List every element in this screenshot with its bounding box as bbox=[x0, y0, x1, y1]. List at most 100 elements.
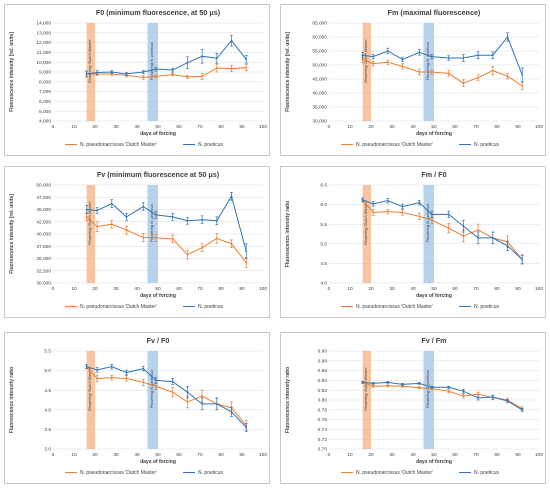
data-point bbox=[171, 69, 174, 71]
data-point bbox=[171, 391, 174, 394]
y-tick-label: 5.0 bbox=[320, 241, 327, 247]
series-line bbox=[362, 381, 523, 411]
flowering-band-label: Flowering 'Dutch Master' bbox=[363, 201, 368, 245]
x-tick-label: 10 bbox=[71, 124, 77, 130]
data-point bbox=[477, 237, 479, 239]
data-point bbox=[201, 403, 204, 405]
data-point bbox=[125, 229, 128, 231]
y-tick-label: 35,000 bbox=[36, 256, 51, 262]
y-tick-label: 37,500 bbox=[36, 244, 51, 250]
x-tick-label: 10 bbox=[347, 286, 353, 292]
data-point bbox=[85, 215, 88, 218]
flowering-band-label: Flowering 'Dutch Master' bbox=[87, 201, 92, 245]
y-tick-label: 5.5 bbox=[44, 349, 51, 355]
y-tick-label: 6.5 bbox=[320, 183, 327, 189]
x-axis-label: days of forcing bbox=[140, 459, 176, 465]
x-tick-label: 50 bbox=[431, 286, 437, 292]
y-tick-label: 8,000 bbox=[39, 79, 51, 85]
data-point bbox=[521, 73, 524, 76]
data-point bbox=[418, 51, 421, 54]
data-point bbox=[418, 386, 421, 389]
x-tick-label: 40 bbox=[410, 124, 416, 130]
x-tick-label: 40 bbox=[410, 452, 416, 458]
data-point bbox=[125, 371, 128, 374]
y-tick-label: 5.5 bbox=[320, 222, 327, 228]
x-tick-label: 60 bbox=[176, 452, 182, 458]
x-tick-label: 100 bbox=[259, 286, 267, 292]
y-tick-label: 11,000 bbox=[37, 50, 52, 56]
data-point bbox=[155, 385, 157, 388]
x-tick-label: 60 bbox=[452, 286, 458, 292]
x-tick-label: 50 bbox=[431, 124, 437, 130]
data-point bbox=[401, 58, 404, 61]
x-tick-label: 100 bbox=[259, 124, 267, 130]
y-tick-label: 3.5 bbox=[44, 427, 51, 433]
x-tick-label: 40 bbox=[410, 286, 416, 292]
data-point bbox=[186, 219, 189, 222]
x-tick-label: 70 bbox=[473, 452, 479, 458]
data-point bbox=[125, 377, 128, 380]
data-point bbox=[386, 61, 389, 64]
chart-panel-fm-f0: Fm / F0 4.0 4.5 5.0 5.5 6.0 6.5 0 10 20 30 40 50 60 70… bbox=[280, 166, 546, 318]
data-point bbox=[372, 62, 374, 65]
x-tick-label: 90 bbox=[239, 124, 245, 130]
data-point bbox=[245, 426, 248, 429]
x-tick-label: 0 bbox=[328, 286, 331, 292]
data-point bbox=[85, 73, 88, 75]
y-tick-label: 45,000 bbox=[36, 207, 51, 213]
data-point bbox=[477, 229, 479, 231]
data-point bbox=[462, 235, 465, 237]
x-tick-label: 100 bbox=[535, 124, 543, 130]
x-axis-label: days of forcing bbox=[416, 293, 452, 299]
chart-fm: Fm (maximal fluorescence) 30,000 35,000 40,… bbox=[285, 8, 543, 148]
chart-panel-fv-fm: Fv / Fm 0.70 0.72 0.74 0.76 0.78 0.80 0.82 0.84 0… bbox=[280, 332, 546, 484]
data-point bbox=[447, 227, 450, 230]
data-point bbox=[186, 401, 189, 403]
data-point bbox=[447, 72, 450, 75]
x-tick-label: 80 bbox=[218, 124, 224, 130]
data-point bbox=[506, 244, 509, 247]
data-point bbox=[215, 57, 218, 60]
flowering-band bbox=[147, 185, 158, 283]
legend-label: N. pseudonarcissus 'Dutch Master' bbox=[356, 470, 433, 476]
x-tick-label: 60 bbox=[176, 124, 182, 130]
data-point bbox=[447, 57, 450, 59]
x-tick-label: 20 bbox=[92, 286, 98, 292]
y-tick-label: 0.78 bbox=[318, 407, 328, 413]
chart-title: Fv (minimum fluorescence at 50 μs) bbox=[97, 170, 220, 179]
x-tick-label: 60 bbox=[176, 286, 182, 292]
x-axis-label: days of forcing bbox=[416, 131, 452, 137]
series-line bbox=[86, 366, 247, 428]
data-point bbox=[96, 225, 98, 228]
data-point bbox=[85, 365, 88, 368]
series-line bbox=[86, 216, 247, 263]
y-tick-label: 10,000 bbox=[36, 60, 51, 66]
legend-label: N. pseudonarcissus 'Dutch Master' bbox=[80, 304, 157, 310]
data-point bbox=[201, 395, 204, 397]
legend-label: N. poeticus bbox=[474, 470, 500, 476]
y-tick-label: 0.76 bbox=[318, 417, 328, 423]
data-point bbox=[230, 39, 233, 42]
x-tick-label: 0 bbox=[52, 124, 55, 130]
x-tick-label: 60 bbox=[452, 452, 458, 458]
series-line bbox=[86, 195, 247, 252]
data-point bbox=[171, 73, 174, 76]
data-point bbox=[418, 382, 421, 385]
x-tick-label: 20 bbox=[92, 452, 98, 458]
data-point bbox=[491, 69, 494, 72]
data-point bbox=[125, 73, 128, 75]
data-point bbox=[431, 71, 433, 73]
data-point bbox=[431, 213, 433, 216]
flowering-band bbox=[86, 23, 95, 121]
series-line bbox=[86, 67, 247, 78]
data-point bbox=[506, 400, 509, 402]
flowering-band-label: Flowering N. poeticus bbox=[425, 370, 430, 408]
y-tick-label: 50,000 bbox=[36, 183, 51, 189]
chart-fv: Fv (minimum fluorescence at 50 μs) 30,000… bbox=[9, 170, 267, 310]
data-point bbox=[96, 209, 98, 212]
x-tick-label: 0 bbox=[52, 286, 55, 292]
x-tick-label: 100 bbox=[535, 286, 543, 292]
data-point bbox=[401, 205, 404, 208]
data-point bbox=[361, 381, 364, 384]
x-tick-label: 30 bbox=[389, 124, 395, 130]
